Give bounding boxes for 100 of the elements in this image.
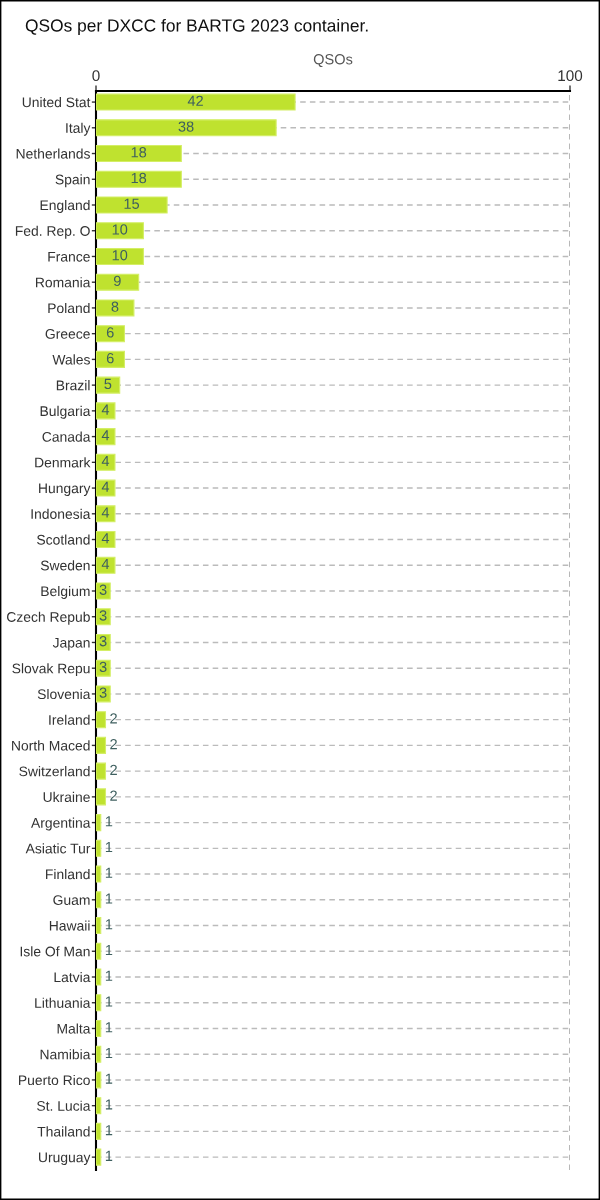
y-tick-label: Romania xyxy=(36,277,91,288)
data-label: 9 xyxy=(113,275,121,287)
data-label: 2 xyxy=(110,790,117,801)
bar xyxy=(96,299,135,317)
data-label: 1 xyxy=(105,1073,113,1084)
data-label: 18 xyxy=(131,147,147,158)
bar xyxy=(96,865,102,883)
y-tick-label: Brazil xyxy=(56,380,90,391)
y-tick-label: Namibia xyxy=(40,1049,91,1060)
bar xyxy=(96,119,277,137)
data-label: 6 xyxy=(106,352,114,364)
data-label: 8 xyxy=(111,301,119,312)
y-tick-label: Isle Of Man xyxy=(20,946,90,957)
bar xyxy=(96,1071,102,1089)
y-tick-label: Slovenia xyxy=(37,688,91,700)
y-tick-label: Indonesia xyxy=(31,508,91,519)
y-tick-label: France xyxy=(48,251,90,262)
data-label: 18 xyxy=(131,172,147,184)
bar xyxy=(96,608,111,626)
y-tick-label: St. Lucia xyxy=(37,1100,91,1111)
bar xyxy=(96,1148,102,1166)
data-label: 4 xyxy=(101,559,110,570)
y-tick-label: Spain xyxy=(55,174,90,188)
data-label: 4 xyxy=(101,533,110,544)
x-tick-label: 0 xyxy=(92,70,100,82)
data-label: 15 xyxy=(124,198,140,209)
bar xyxy=(96,814,102,832)
y-tick-label: Canada xyxy=(42,431,91,442)
bar xyxy=(96,736,107,754)
bar xyxy=(96,453,116,471)
bar xyxy=(96,247,144,265)
data-label: 1 xyxy=(105,919,113,930)
bar xyxy=(96,1097,102,1115)
y-tick-label: Belgium xyxy=(41,585,90,599)
bar xyxy=(96,556,116,574)
bar xyxy=(96,762,107,780)
data-label: 1 xyxy=(105,996,113,1007)
bar xyxy=(96,891,102,909)
data-label: 2 xyxy=(110,738,117,750)
data-label: 10 xyxy=(112,250,128,261)
data-label: 10 xyxy=(112,224,128,235)
data-label: 3 xyxy=(99,610,107,621)
bar xyxy=(96,531,116,549)
x-tick-label: 100 xyxy=(558,70,583,82)
y-tick-label: Poland xyxy=(48,302,90,314)
data-label: 4 xyxy=(101,456,110,467)
bar xyxy=(96,582,111,600)
data-label: 3 xyxy=(99,661,107,673)
y-tick-label: North Maced xyxy=(12,740,90,751)
data-label: 1 xyxy=(105,1150,113,1161)
data-label: 1 xyxy=(105,842,113,853)
bar xyxy=(96,196,168,214)
bar xyxy=(96,325,125,343)
y-tick-label: Asiatic Tur xyxy=(25,843,91,854)
y-tick-label: Ukraine xyxy=(43,791,90,803)
data-label: 1 xyxy=(105,1125,113,1136)
data-label: 1 xyxy=(105,816,113,827)
bar xyxy=(96,479,116,497)
bar xyxy=(96,402,116,420)
data-label: 2 xyxy=(110,764,117,775)
bar xyxy=(96,917,102,935)
data-label: 2 xyxy=(110,713,117,724)
bar xyxy=(96,376,121,394)
chart-title: QSOs per DXCC for BARTG 2023 container. xyxy=(25,18,368,36)
bar xyxy=(96,839,102,857)
data-label: 1 xyxy=(105,1022,113,1033)
y-tick-label: Bulgaria xyxy=(40,405,91,419)
data-label: 4 xyxy=(101,430,110,441)
y-tick-label: Japan xyxy=(52,637,90,651)
data-label: 38 xyxy=(178,121,194,132)
data-label: 1 xyxy=(105,1047,113,1058)
bar xyxy=(96,428,116,446)
y-tick-label: Czech Repub xyxy=(7,611,90,625)
y-tick-label: Finland xyxy=(46,869,90,880)
y-tick-label: Hawaii xyxy=(49,920,90,931)
y-tick-label: Netherlands xyxy=(16,148,90,159)
y-tick-label: England xyxy=(40,199,90,213)
bar xyxy=(96,1122,102,1140)
bar xyxy=(96,170,182,188)
data-label: 42 xyxy=(187,95,203,106)
data-label: 3 xyxy=(99,687,107,698)
y-tick-label: Scotland xyxy=(37,534,90,545)
data-label: 6 xyxy=(106,327,114,338)
data-label: 3 xyxy=(99,636,107,647)
y-tick-label: Argentina xyxy=(31,817,91,831)
y-tick-label: Denmark xyxy=(35,457,91,468)
bar xyxy=(96,93,296,111)
y-tick-label: United Stat xyxy=(22,97,91,108)
y-tick-label: Sweden xyxy=(40,560,90,571)
x-axis-title: QSOs xyxy=(313,54,353,68)
y-tick-label: Greece xyxy=(45,329,90,339)
data-label: 5 xyxy=(104,378,112,390)
data-label: 1 xyxy=(105,945,113,956)
data-label: 4 xyxy=(101,404,110,415)
y-tick-label: Lithuania xyxy=(35,997,91,1008)
bar xyxy=(96,788,107,806)
bar xyxy=(96,144,182,163)
y-tick-label: Guam xyxy=(53,895,90,905)
data-label: 1 xyxy=(105,970,113,981)
y-tick-label: Malta xyxy=(57,1023,91,1034)
